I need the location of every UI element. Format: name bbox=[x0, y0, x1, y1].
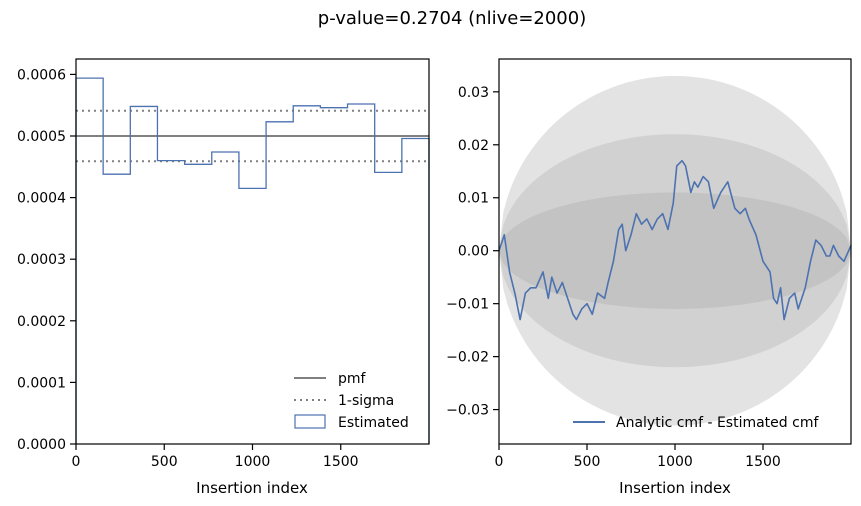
legend-cmf-label: Analytic cmf - Estimated cmf bbox=[616, 415, 819, 431]
histogram-bar bbox=[157, 161, 184, 444]
right-ytick-label: 0.00 bbox=[458, 244, 489, 260]
left-ytick-label: 0.0001 bbox=[17, 375, 66, 391]
histogram-bar bbox=[185, 164, 212, 444]
histogram-bar bbox=[76, 78, 103, 444]
left-ytick-label: 0.0006 bbox=[17, 67, 66, 83]
left-xtick-label: 500 bbox=[151, 454, 178, 470]
left-ytick-label: 0.0002 bbox=[17, 314, 66, 330]
left-xtick-label: 0 bbox=[72, 454, 81, 470]
legend-sigma-label: 1-sigma bbox=[338, 393, 394, 409]
left-ytick-label: 0.0000 bbox=[17, 437, 66, 453]
legend-estimated-swatch bbox=[294, 414, 326, 429]
left-ytick-label: 0.0004 bbox=[17, 191, 66, 207]
left-xtick-label: 1500 bbox=[323, 454, 359, 470]
left-panel: 0 500 1000 1500 0.0000 0.0001 0.0002 0.0003 0.00… bbox=[17, 58, 430, 497]
right-ytick-label: 0.01 bbox=[458, 191, 489, 207]
left-legend: pmf 1-sigma Estimated bbox=[294, 371, 409, 431]
sigma-band-1 bbox=[499, 192, 851, 309]
left-xtick-label: 1000 bbox=[235, 454, 271, 470]
histogram-bar bbox=[293, 106, 320, 444]
right-plot-data bbox=[498, 75, 852, 426]
left-plot-data bbox=[75, 77, 430, 444]
right-axis-ticks: 0 500 1000 1500 −0.03 −0.02 −0.01 0.00 0.01 0.02 0… bbox=[446, 85, 781, 470]
histogram-bar bbox=[239, 188, 266, 444]
left-ytick-label: 0.0003 bbox=[17, 252, 66, 268]
histogram-bar bbox=[266, 122, 293, 444]
right-xtick-label: 1000 bbox=[657, 454, 693, 470]
histogram-bar bbox=[212, 152, 239, 444]
histogram-bar bbox=[402, 138, 429, 444]
right-panel: 0 500 1000 1500 −0.03 −0.02 −0.01 0.00 0.01 0.02 0… bbox=[446, 58, 852, 497]
right-legend: Analytic cmf - Estimated cmf bbox=[573, 415, 819, 431]
legend-estimated-label: Estimated bbox=[338, 415, 409, 431]
left-x-axis-label: Insertion index bbox=[196, 479, 308, 497]
left-ytick-label: 0.0005 bbox=[17, 129, 66, 145]
histogram-bar bbox=[130, 106, 157, 444]
histogram-bar bbox=[103, 174, 130, 444]
right-ytick-label: 0.02 bbox=[458, 138, 489, 154]
right-xtick-label: 1500 bbox=[745, 454, 781, 470]
estimated-histogram bbox=[75, 77, 430, 444]
right-ytick-label: 0.03 bbox=[458, 85, 489, 101]
right-xtick-label: 500 bbox=[574, 454, 601, 470]
right-xtick-label: 0 bbox=[495, 454, 504, 470]
cmf-difference-line bbox=[498, 159, 852, 321]
right-ytick-label: −0.03 bbox=[446, 403, 489, 419]
right-ytick-label: −0.02 bbox=[446, 350, 489, 366]
left-axis-ticks: 0 500 1000 1500 0.0000 0.0001 0.0002 0.0003 0.00… bbox=[17, 67, 359, 470]
right-x-axis-label: Insertion index bbox=[619, 479, 731, 497]
right-axes-frame bbox=[498, 58, 852, 445]
right-ytick-label: −0.01 bbox=[446, 297, 489, 313]
figure-title: p-value=0.2704 (nlive=2000) bbox=[318, 8, 586, 29]
legend-pmf-label: pmf bbox=[338, 371, 367, 387]
left-axes-frame bbox=[75, 58, 430, 445]
